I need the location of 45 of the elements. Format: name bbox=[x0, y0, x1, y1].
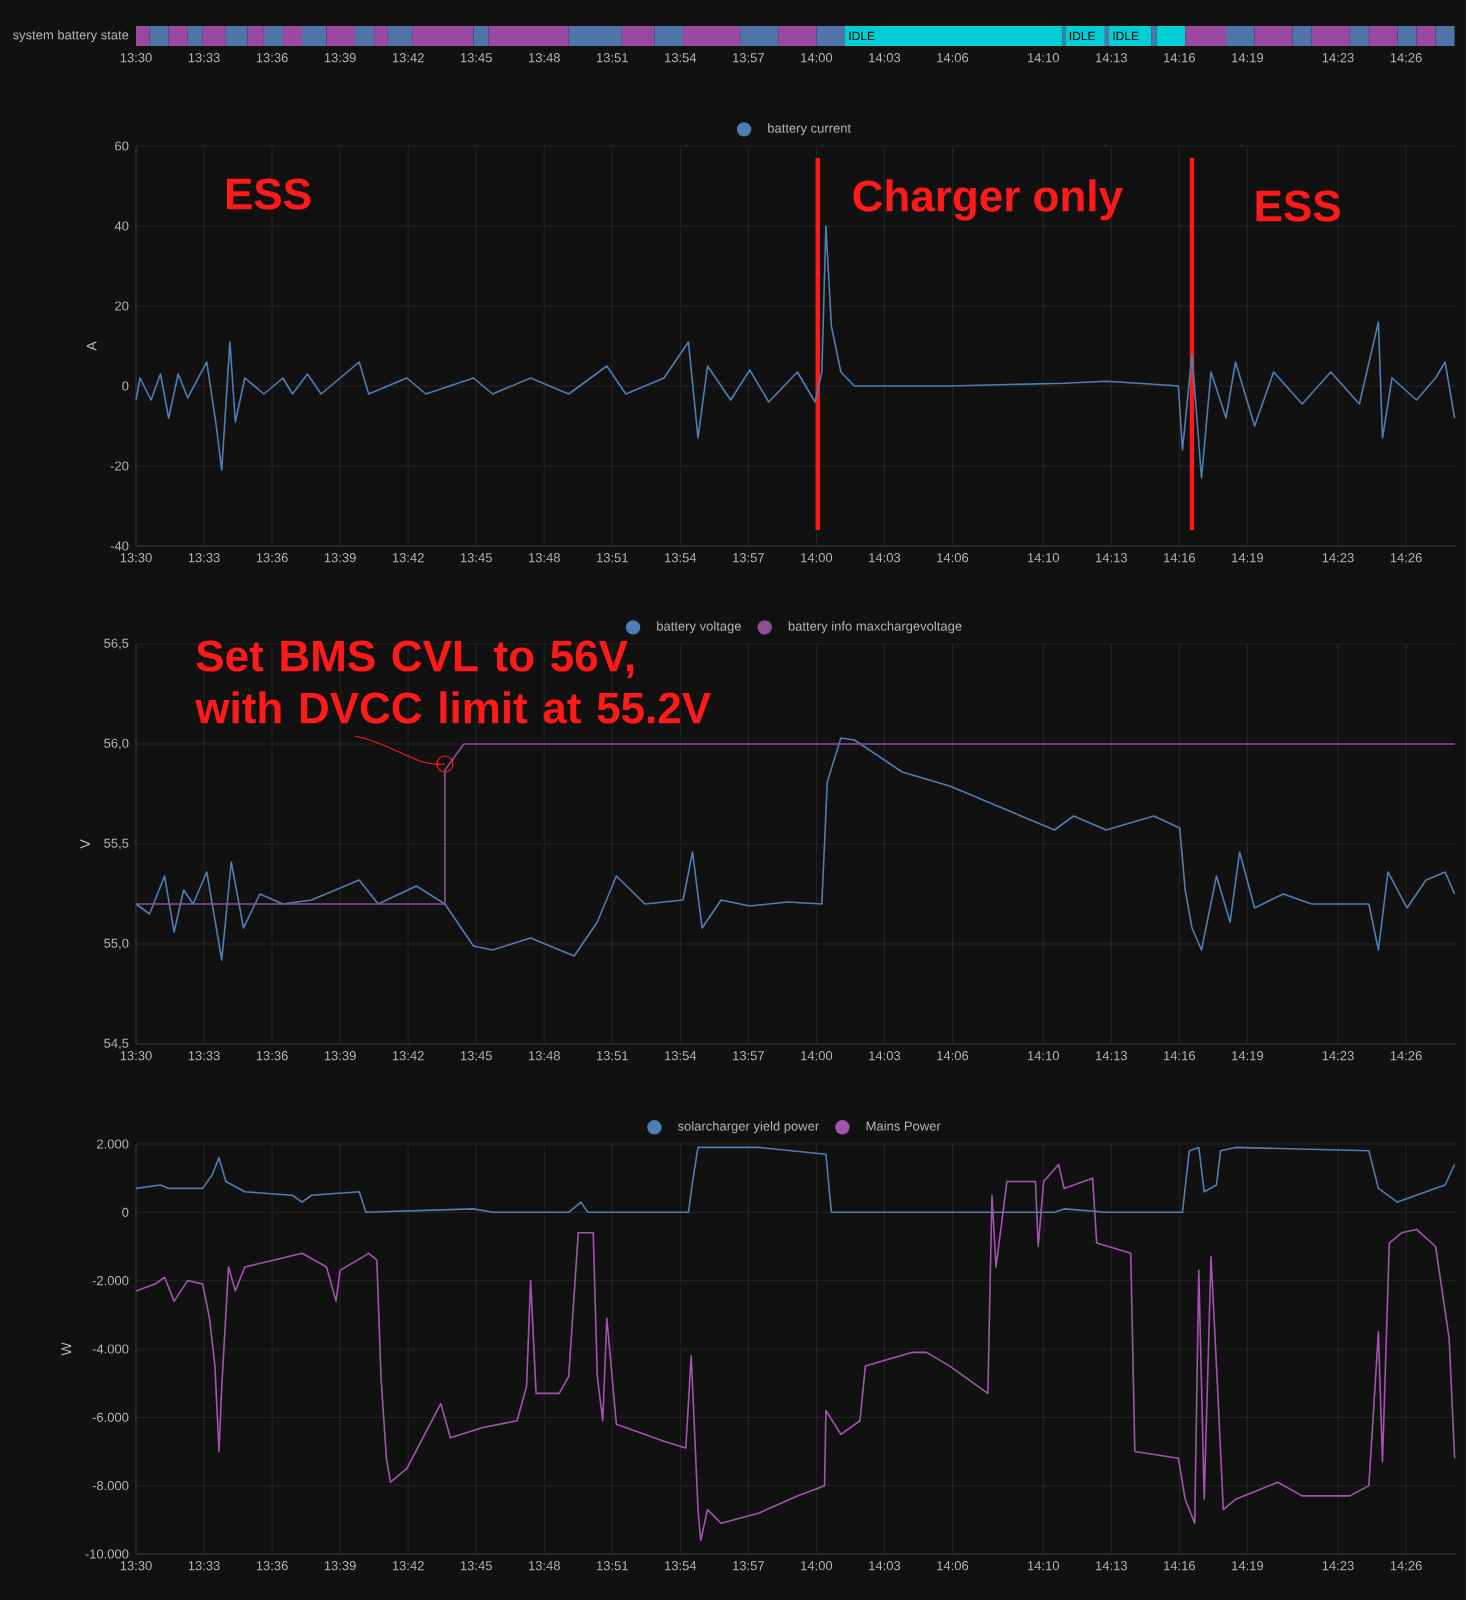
bar bbox=[387, 26, 413, 46]
bar bbox=[1151, 26, 1157, 46]
bar bbox=[1254, 26, 1293, 46]
bar bbox=[202, 26, 226, 46]
bar bbox=[1156, 26, 1186, 46]
bar bbox=[1292, 26, 1312, 46]
line-series bbox=[135, 225, 1456, 479]
annotation: ESS bbox=[226, 178, 311, 210]
annotation: Set BMS CVL to 56V, with DVCC limit at 55.2V bbox=[195, 640, 711, 724]
line-series bbox=[135, 1163, 1456, 1542]
bar bbox=[302, 26, 327, 46]
bar bbox=[1349, 26, 1369, 46]
line-series bbox=[135, 1146, 1456, 1214]
bar bbox=[683, 26, 741, 46]
bar bbox=[282, 26, 303, 46]
bar bbox=[326, 26, 356, 46]
bar bbox=[1416, 26, 1436, 46]
annotation: Charger only bbox=[853, 179, 1123, 221]
bar bbox=[740, 26, 779, 46]
bar bbox=[168, 26, 188, 46]
bar bbox=[149, 26, 169, 46]
bar bbox=[225, 26, 248, 46]
bar bbox=[488, 26, 569, 46]
bar bbox=[1311, 26, 1350, 46]
line-series bbox=[135, 737, 1456, 961]
bar bbox=[568, 26, 622, 46]
bar bbox=[1226, 26, 1255, 46]
bar bbox=[263, 26, 283, 46]
bar bbox=[621, 26, 655, 46]
bar bbox=[1435, 26, 1455, 46]
bar bbox=[1185, 26, 1226, 46]
annotation: ESS bbox=[1256, 190, 1340, 222]
bar bbox=[1108, 26, 1152, 46]
bar bbox=[1397, 26, 1417, 46]
bar bbox=[136, 26, 150, 46]
bar bbox=[1368, 26, 1398, 46]
bar bbox=[654, 26, 684, 46]
bar bbox=[374, 26, 388, 46]
bar bbox=[778, 26, 817, 46]
bar bbox=[816, 26, 845, 46]
bar bbox=[187, 26, 203, 46]
bar bbox=[247, 26, 264, 46]
bar bbox=[355, 26, 375, 46]
bar bbox=[412, 26, 474, 46]
bar bbox=[473, 26, 489, 46]
